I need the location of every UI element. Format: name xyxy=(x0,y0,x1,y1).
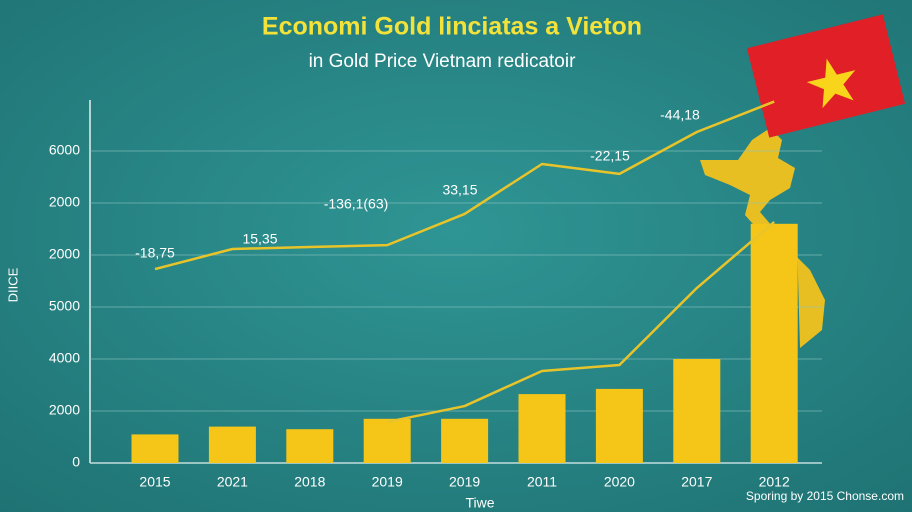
chart-subtitle: in Gold Price Vietnam redicatoir xyxy=(309,51,576,72)
bar xyxy=(208,426,256,463)
x-axis-label: Tiwe xyxy=(465,495,494,511)
y-tick-label: 6000 xyxy=(49,142,80,158)
bar xyxy=(595,388,643,463)
y-tick-label: 0 xyxy=(72,454,80,470)
line-series xyxy=(386,221,776,424)
x-tick-label: 2018 xyxy=(294,474,325,490)
bar xyxy=(518,394,566,463)
annotation: 15,35 xyxy=(242,231,277,247)
annotation: -22,15 xyxy=(590,148,630,164)
bar xyxy=(286,429,334,463)
annotation: -18,75 xyxy=(135,245,175,261)
y-tick-label: 5000 xyxy=(49,298,80,314)
y-tick-label: 2000 xyxy=(49,194,80,210)
x-tick-label: 2020 xyxy=(604,474,635,490)
line-series xyxy=(154,100,775,271)
x-tick-label: 2017 xyxy=(681,474,712,490)
bar xyxy=(673,359,721,463)
x-tick-label: 2019 xyxy=(449,474,480,490)
annotation: 33,15 xyxy=(442,182,477,198)
y-tick-label: 4000 xyxy=(49,350,80,366)
bar xyxy=(750,223,798,463)
flag xyxy=(746,14,906,138)
y-tick-label: 2000 xyxy=(49,402,80,418)
x-tick-label: 2021 xyxy=(217,474,248,490)
annotation: -136,1(63) xyxy=(324,196,389,212)
map-decoration xyxy=(700,128,825,348)
bar xyxy=(441,418,489,463)
x-tick-label: 2019 xyxy=(372,474,403,490)
x-tick-label: 2015 xyxy=(139,474,170,490)
bar xyxy=(131,434,179,463)
x-tick-label: 2011 xyxy=(527,474,557,490)
y-tick-label: 2000 xyxy=(49,246,80,262)
flag-star xyxy=(806,58,856,109)
chart-title: Economi Gold linciatas a Vieton xyxy=(262,13,642,41)
bar xyxy=(363,418,411,463)
x-tick-label: 2012 xyxy=(759,474,790,490)
annotation: -44,18 xyxy=(660,107,700,123)
y-axis-label: DIICE xyxy=(5,267,20,302)
source-note: Sporing by 2015 Chonse.com xyxy=(746,489,904,503)
